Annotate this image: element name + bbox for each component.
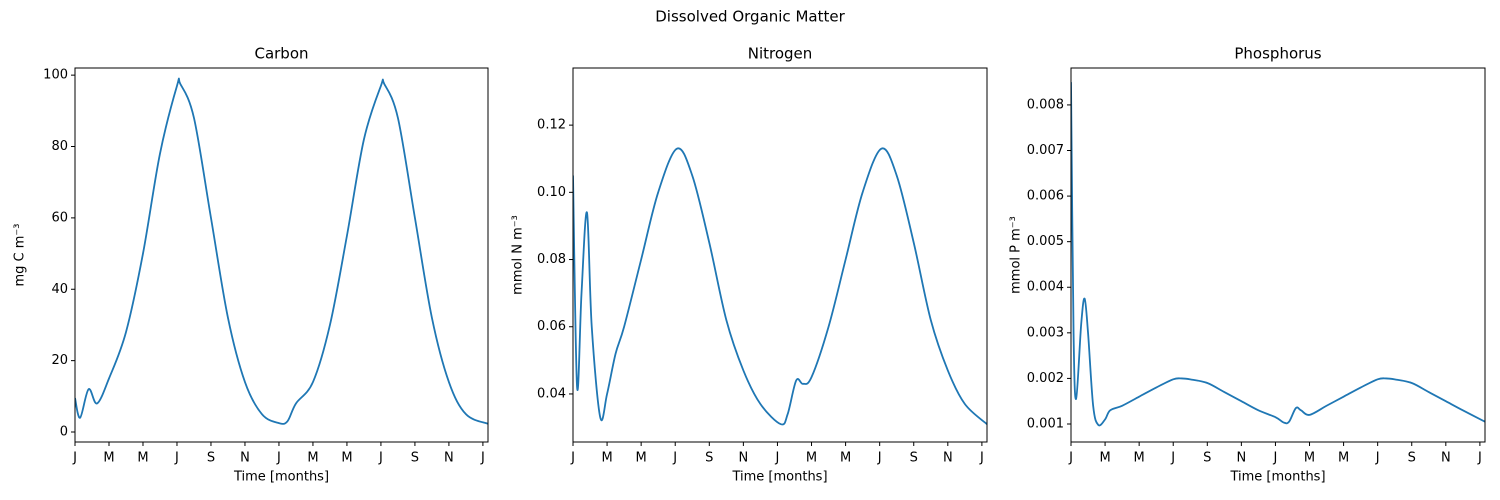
subplot-title: Carbon [254, 45, 308, 63]
y-tick-label: 40 [51, 282, 68, 297]
x-tick-label: J [174, 451, 179, 466]
y-tick-label: 60 [51, 210, 68, 225]
x-tick-label: M [341, 451, 352, 466]
x-tick-label: S [1203, 451, 1211, 466]
x-tick-label: S [910, 451, 918, 466]
x-tick-label: J [1273, 451, 1278, 466]
y-tick-label: 0.003 [1027, 325, 1064, 340]
axes-frame [1070, 67, 1486, 443]
x-tick-label: J [72, 451, 77, 466]
subplot-title: Phosphorus [1234, 45, 1321, 63]
y-tick-label: 0.08 [537, 252, 566, 267]
x-tick-label: N [1441, 451, 1451, 466]
y-tick-label: 0.005 [1027, 234, 1064, 249]
subplot-title: Nitrogen [748, 45, 813, 63]
x-tick-label: J [1068, 451, 1073, 466]
y-tick-label: 0.10 [537, 185, 566, 200]
x-tick-label: J [1375, 451, 1380, 466]
axes-frame [74, 67, 489, 443]
x-tick-label: N [444, 451, 454, 466]
x-tick-label: M [1338, 451, 1349, 466]
plot-area [1071, 82, 1485, 427]
x-tick-label: S [705, 451, 713, 466]
y-tick-label: 0.008 [1027, 97, 1064, 112]
x-tick-label: M [840, 451, 851, 466]
x-tick-label: J [672, 451, 677, 466]
x-tick-label: J [276, 451, 281, 466]
x-tick-label: J [378, 451, 383, 466]
x-tick-label: S [411, 451, 419, 466]
data-line [573, 147, 987, 426]
plot-area [75, 77, 488, 425]
x-tick-label: M [806, 451, 817, 466]
x-tick-label: S [1408, 451, 1416, 466]
x-tick-label: N [1237, 451, 1247, 466]
x-tick-label: M [1099, 451, 1110, 466]
x-tick-label: J [775, 451, 780, 466]
y-tick-label: 80 [51, 139, 68, 154]
y-tick-label: 100 [43, 68, 68, 83]
y-tick-label: 0.004 [1027, 280, 1064, 295]
x-tick-label: J [570, 451, 575, 466]
x-tick-label: N [240, 451, 250, 466]
y-axis-label: mg C m⁻³ [13, 224, 28, 287]
y-axis-label: mmol P m⁻³ [1009, 216, 1024, 294]
x-axis-label: Time [months] [731, 470, 827, 485]
y-tick-label: 0.06 [537, 319, 566, 334]
x-tick-label: J [877, 451, 882, 466]
x-tick-label: S [207, 451, 215, 466]
y-tick-label: 0 [60, 425, 68, 440]
plot-area [573, 147, 987, 426]
x-tick-label: N [739, 451, 749, 466]
x-tick-label: M [1134, 451, 1145, 466]
x-tick-label: M [307, 451, 318, 466]
x-tick-label: M [137, 451, 148, 466]
x-axis-label: Time [months] [233, 470, 329, 485]
data-line [75, 77, 488, 425]
data-line [1071, 82, 1485, 427]
y-tick-label: 20 [51, 353, 68, 368]
y-tick-label: 0.12 [537, 118, 566, 133]
y-tick-label: 0.002 [1027, 371, 1064, 386]
x-tick-label: M [601, 451, 612, 466]
y-tick-label: 0.007 [1027, 143, 1064, 158]
x-tick-label: M [636, 451, 647, 466]
axes-frame [572, 67, 988, 443]
x-tick-label: J [1170, 451, 1175, 466]
y-tick-label: 0.001 [1027, 416, 1064, 431]
x-tick-label: M [103, 451, 114, 466]
x-tick-label: J [979, 451, 984, 466]
x-tick-label: N [943, 451, 953, 466]
x-axis-label: Time [months] [1229, 470, 1325, 485]
x-tick-label: M [1304, 451, 1315, 466]
y-tick-label: 0.04 [537, 386, 566, 401]
x-tick-label: J [1477, 451, 1482, 466]
y-tick-label: 0.006 [1027, 189, 1064, 204]
y-axis-label: mmol N m⁻³ [511, 215, 526, 295]
figure-title: Dissolved Organic Matter [655, 8, 845, 26]
x-tick-label: J [480, 451, 485, 466]
